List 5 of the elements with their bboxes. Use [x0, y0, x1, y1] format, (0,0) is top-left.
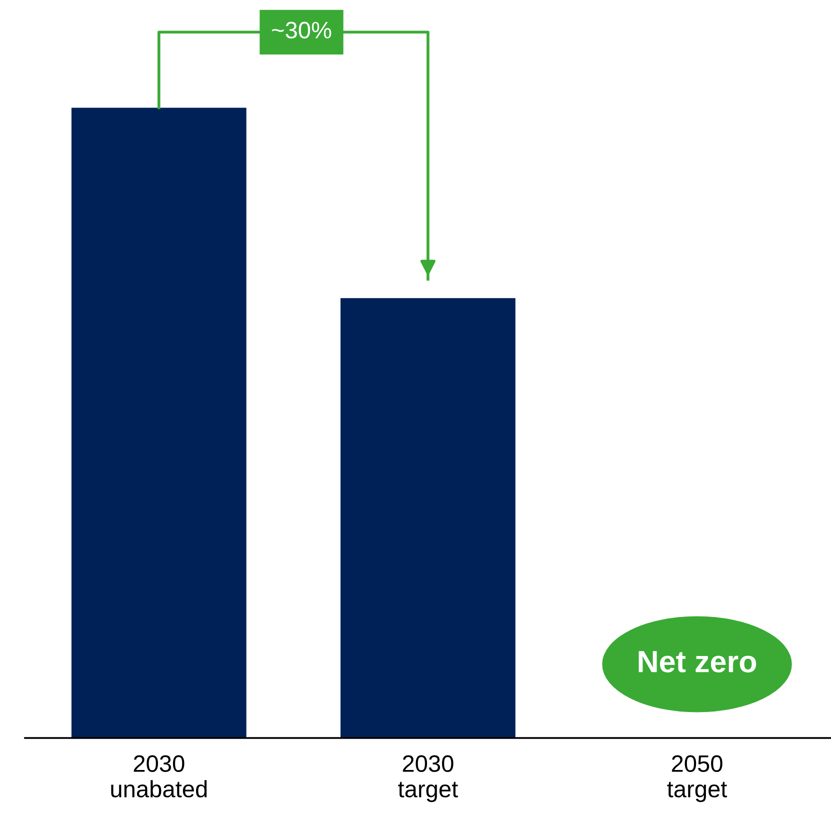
x-tick-label: 2030 unabated	[111, 755, 207, 798]
annotation: Net zero	[638, 651, 756, 672]
x-tick-label: 2030 target	[398, 755, 458, 802]
text: ~30%	[272, 22, 332, 38]
x-tick-label: 2050 target	[667, 755, 728, 802]
